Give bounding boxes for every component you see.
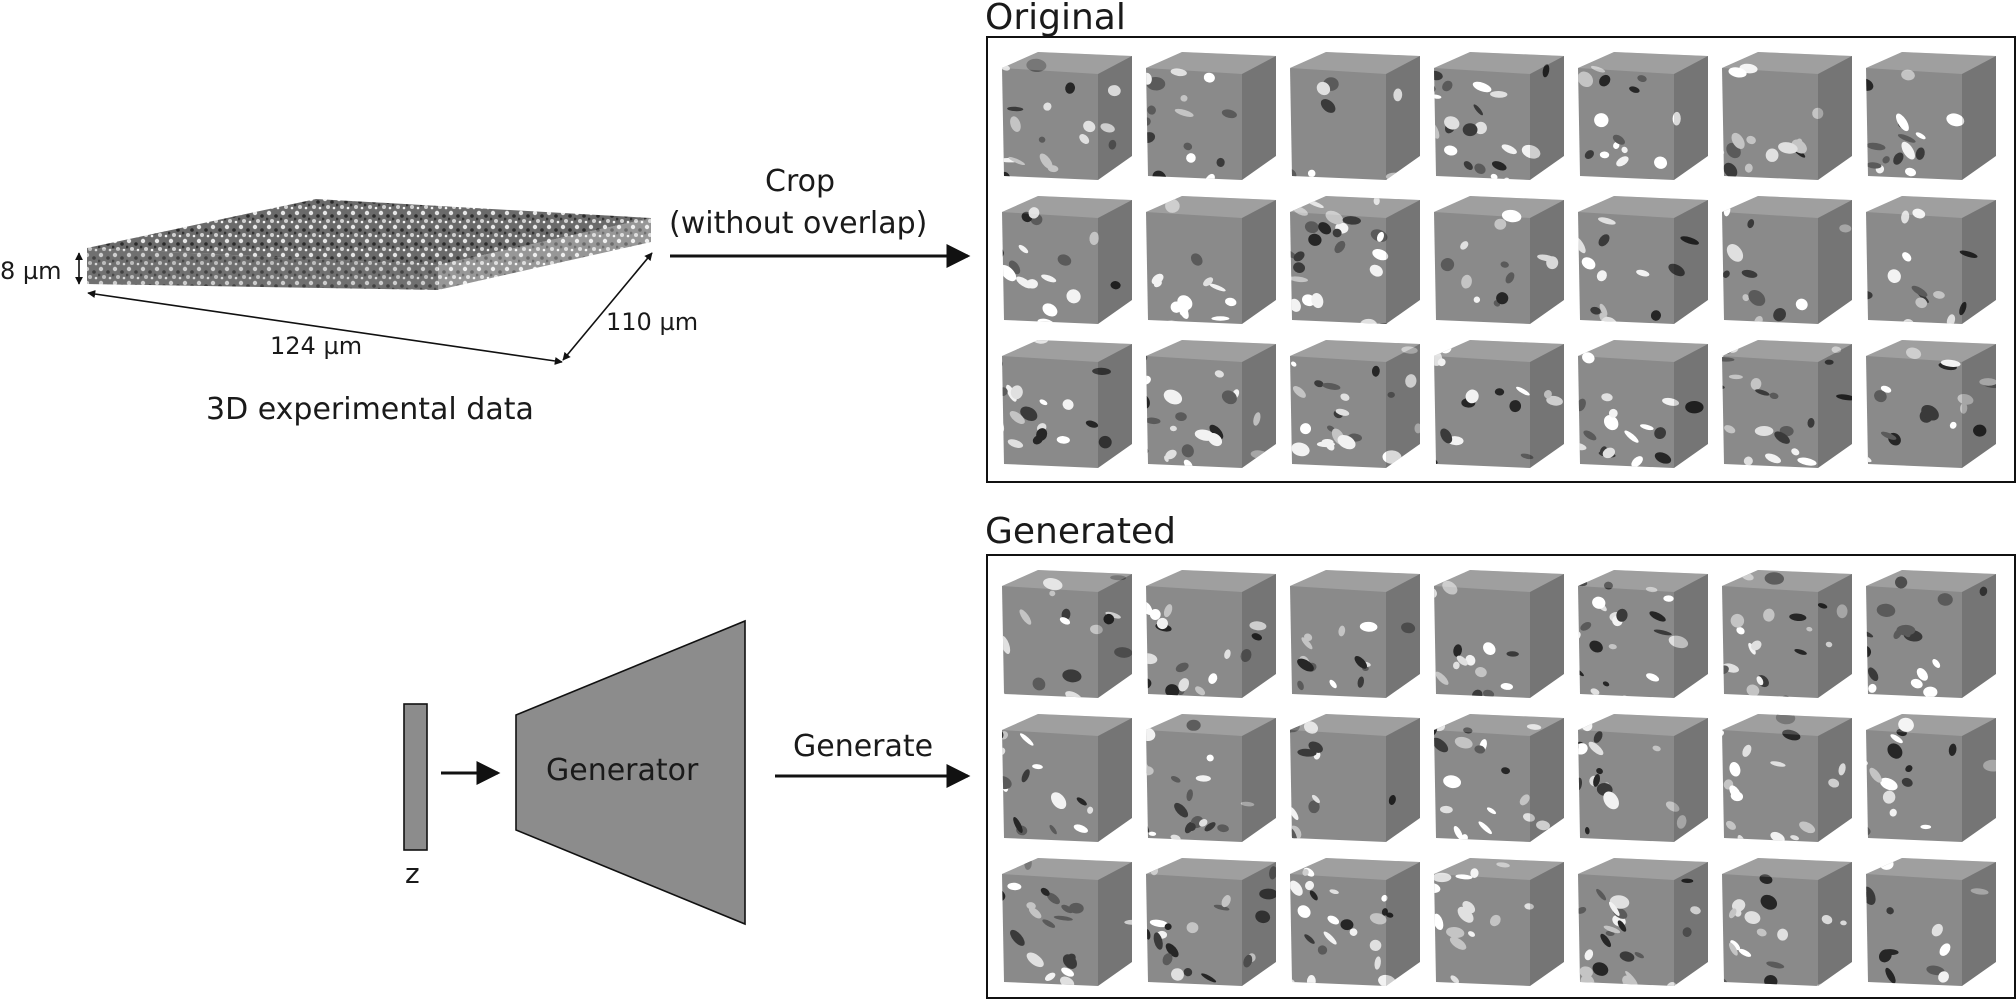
- original-cube: [1288, 48, 1422, 182]
- generated-cube: [1576, 854, 1710, 988]
- depth-label: 8 µm: [0, 257, 62, 285]
- width-dimension-arrow: [562, 252, 653, 361]
- original-cube: [1576, 192, 1710, 326]
- generated-cube: [1432, 710, 1566, 844]
- original-cube: [1144, 336, 1278, 470]
- generated-cube: [1576, 710, 1710, 844]
- generated-cube: [1000, 854, 1134, 988]
- generator-label: Generator: [546, 753, 699, 788]
- original-cube: [1288, 336, 1422, 470]
- generated-cube: [1288, 710, 1422, 844]
- generated-cube: [1576, 566, 1710, 700]
- length-dimension-arrow: [87, 290, 563, 365]
- original-cube: [1432, 336, 1566, 470]
- original-cube: [1144, 48, 1278, 182]
- original-cube: [1576, 48, 1710, 182]
- generated-panel-title: Generated: [985, 511, 1176, 552]
- original-cube: [1432, 192, 1566, 326]
- generated-cube: [1144, 566, 1278, 700]
- generated-cube: [1720, 854, 1854, 988]
- original-cube: [1864, 336, 1998, 470]
- generated-cube: [1864, 566, 1998, 700]
- generated-cube: [1432, 566, 1566, 700]
- original-cube: [1000, 192, 1134, 326]
- generated-cube: [1000, 710, 1134, 844]
- crop-label-line2: (without overlap): [669, 206, 928, 241]
- original-cube: [1720, 336, 1854, 470]
- generated-cube: [1432, 854, 1566, 988]
- original-panel-title: Original: [985, 0, 1126, 38]
- generated-cube: [1000, 566, 1134, 700]
- latent-z-label: z: [405, 857, 420, 890]
- generated-cube: [1864, 710, 1998, 844]
- length-label: 124 µm: [270, 332, 363, 360]
- original-cube: [1720, 192, 1854, 326]
- width-label: 110 µm: [606, 308, 699, 336]
- experimental-caption: 3D experimental data: [206, 392, 534, 427]
- generated-cube: [1288, 566, 1422, 700]
- original-panel: [986, 36, 2016, 483]
- generated-cube: [1144, 710, 1278, 844]
- generated-cube: [1288, 854, 1422, 988]
- generate-label: Generate: [793, 729, 934, 764]
- original-cube: [1144, 192, 1278, 326]
- generated-cube: [1720, 566, 1854, 700]
- generated-panel: [986, 554, 2016, 999]
- generated-cube: [1144, 854, 1278, 988]
- generated-cube: [1864, 854, 1998, 988]
- original-cube: [1864, 48, 1998, 182]
- latent-vector-z: [403, 703, 428, 851]
- experimental-slab: [87, 199, 651, 290]
- original-cube: [1576, 336, 1710, 470]
- crop-label-line1: Crop: [765, 164, 836, 199]
- original-cube: [1000, 48, 1134, 182]
- original-cube: [1432, 48, 1566, 182]
- original-cube-grid: [988, 38, 2014, 481]
- original-cube: [1288, 192, 1422, 326]
- original-cube: [1864, 192, 1998, 326]
- original-cube: [1720, 48, 1854, 182]
- generated-cube-grid: [988, 556, 2014, 997]
- generator-block: [515, 619, 746, 926]
- generated-cube: [1720, 710, 1854, 844]
- original-cube: [1000, 336, 1134, 470]
